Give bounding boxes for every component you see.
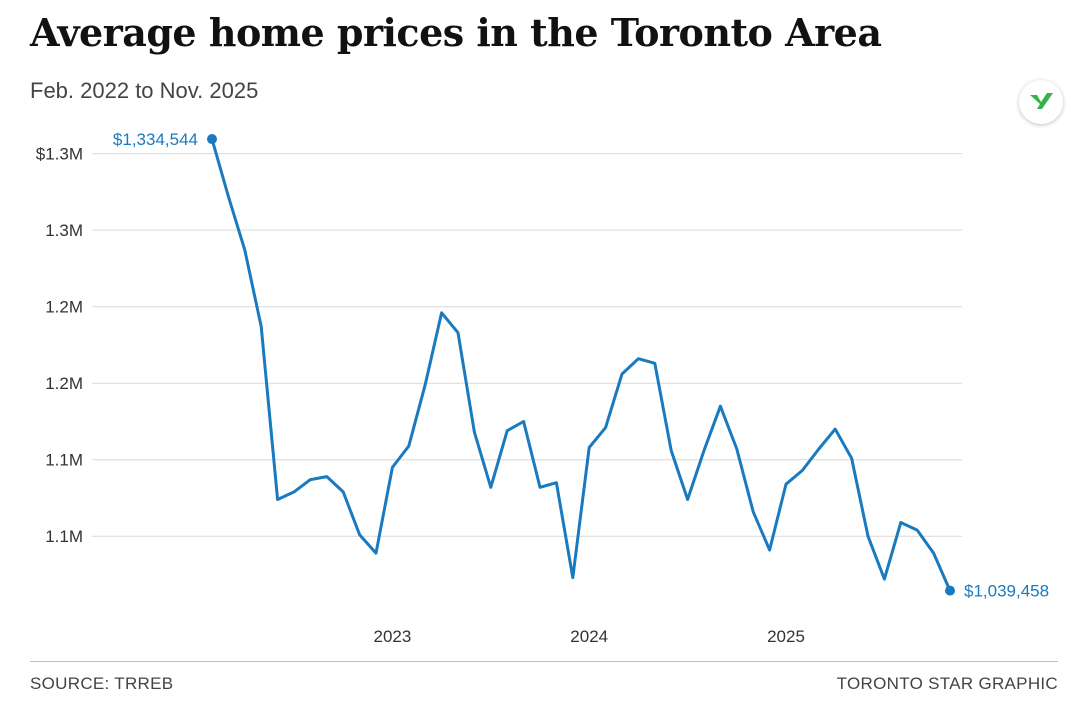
x-tick-label-2: 2025 [767, 627, 805, 646]
y-tick-label-4: 1.3M [45, 221, 83, 240]
data-point-marker-1 [945, 585, 955, 596]
brand-logo[interactable] [1019, 80, 1063, 124]
credit-note: TORONTO STAR GRAPHIC [836, 674, 1058, 693]
data-point-marker-0 [207, 134, 217, 145]
source-note: SOURCE: TRREB [30, 674, 174, 693]
y-tick-label-3: 1.2M [45, 298, 83, 317]
footer-divider [30, 661, 1058, 662]
data-label-0: $1,334,544 [113, 130, 198, 149]
y-tick-label-0: 1.1M [45, 527, 83, 546]
chart-subtitle: Feb. 2022 to Nov. 2025 [30, 78, 259, 103]
y-tick-label-5: $1.3M [36, 145, 83, 164]
line-chart: 1.1M 1.1M 1.2M 1.2M 1.3M $1.3M 2023 2024 2025 $1,… [36, 130, 1049, 646]
data-label-1: $1,039,458 [964, 582, 1049, 601]
chart-title: Average home prices in the Toronto Area [30, 10, 882, 55]
x-tick-label-0: 2023 [373, 627, 411, 646]
series-line-average-price [210, 137, 952, 593]
y-tick-label-1: 1.1M [45, 451, 83, 470]
x-tick-label-1: 2024 [570, 627, 608, 646]
y-tick-label-2: 1.2M [45, 374, 83, 393]
checkmark-y-icon [1030, 93, 1053, 109]
